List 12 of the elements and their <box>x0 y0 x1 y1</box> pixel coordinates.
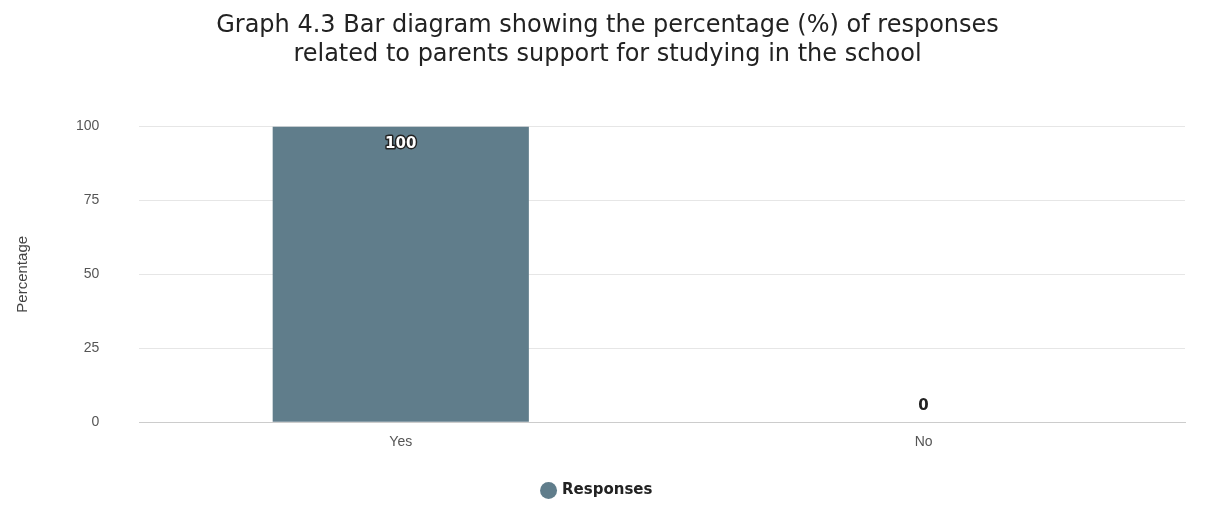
y-axis-title: Percentage <box>13 235 31 313</box>
x-tick-label: Yes <box>389 433 413 450</box>
y-tick-label: 25 <box>83 339 100 356</box>
data-label: 0 <box>918 396 929 415</box>
y-tick-label: 100 <box>76 117 100 134</box>
y-tick-label: 0 <box>91 413 100 430</box>
chart-title: Graph 4.3 Bar diagram showing the percentage (%) of responses related to parents support for studying in the school <box>215 9 1000 69</box>
y-tick-label: 50 <box>83 265 100 282</box>
data-label: 100 <box>385 134 417 153</box>
x-tick-label: No <box>914 433 933 450</box>
legend-label: Responses <box>562 480 653 499</box>
y-tick-label: 75 <box>83 191 100 208</box>
